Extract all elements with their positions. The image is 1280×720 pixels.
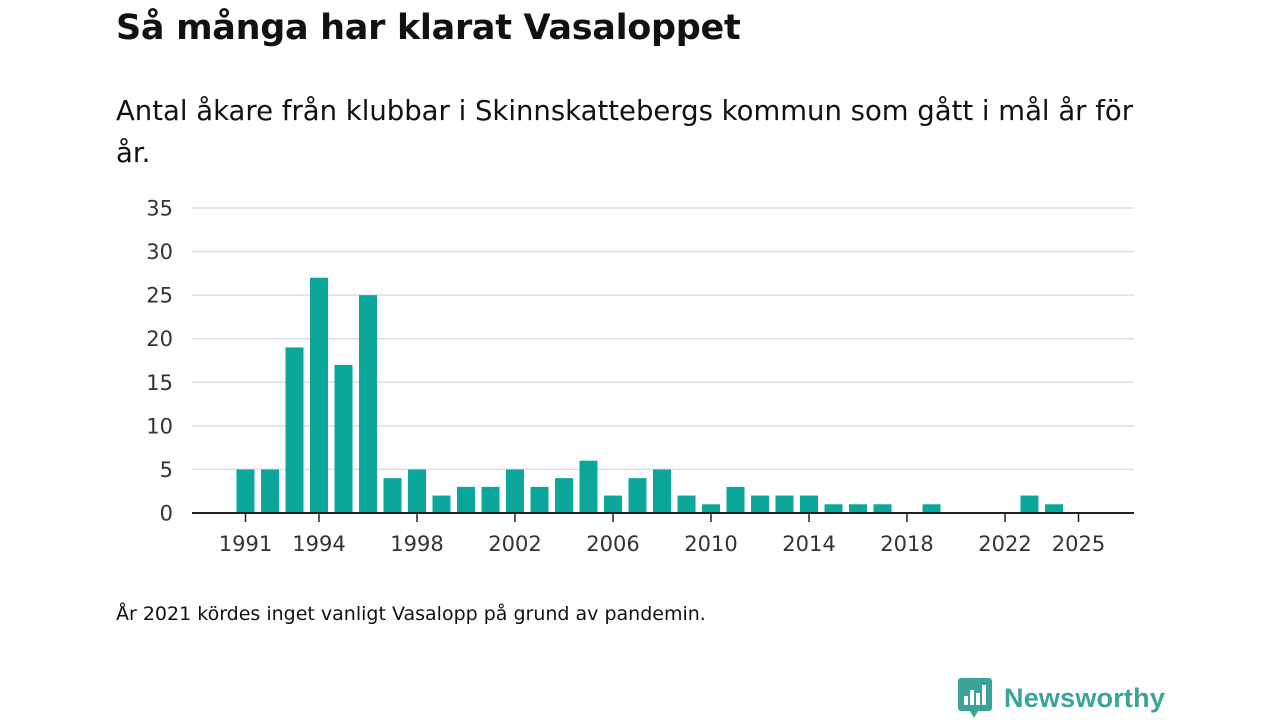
- x-tick-label-2014: 2014: [782, 532, 835, 556]
- bar-2006: [604, 495, 622, 513]
- chart-subtitle: Antal åkare från klubbar i Skinnskattebe…: [116, 95, 1134, 169]
- bar-1992: [261, 469, 279, 513]
- bar-1994: [310, 277, 328, 513]
- x-tick-label-1991: 1991: [219, 532, 272, 556]
- x-tick-label-2010: 2010: [684, 532, 737, 556]
- y-tick-label-35: 35: [146, 197, 173, 221]
- bar-2000: [457, 486, 475, 513]
- x-tick-label-2002: 2002: [488, 532, 541, 556]
- bar-1991: [236, 469, 255, 513]
- bar-1993: [285, 347, 304, 513]
- bar-2012: [751, 495, 769, 513]
- x-tick-label-1994: 1994: [292, 532, 345, 556]
- x-tick-label-1998: 1998: [390, 532, 443, 556]
- x-tick-label-2022: 2022: [978, 532, 1031, 556]
- bar-2007: [628, 478, 647, 513]
- bars: [236, 277, 1063, 513]
- bar-2013: [775, 495, 794, 513]
- y-tick-label-5: 5: [160, 458, 173, 482]
- x-tick-label-2006: 2006: [586, 532, 639, 556]
- bar-2014: [800, 495, 818, 513]
- bar-2002: [506, 469, 524, 513]
- gridlines: [192, 207, 1134, 471]
- y-tick-label-25: 25: [146, 284, 173, 308]
- bar-1998: [408, 469, 426, 513]
- x-axis: [192, 512, 1134, 522]
- x-tick-label-2025: 2025: [1052, 532, 1105, 556]
- y-tick-label-0: 0: [160, 502, 173, 526]
- bar-2016: [849, 504, 867, 513]
- bar-2019: [922, 504, 941, 513]
- bar-2010: [702, 504, 720, 513]
- y-tick-label-20: 20: [146, 327, 173, 351]
- bar-2005: [579, 460, 598, 513]
- brand-name: Newsworthy: [1004, 682, 1166, 713]
- bar-2023: [1020, 495, 1039, 513]
- bar-1999: [432, 495, 451, 513]
- chart-title: Så många har klarat Vasaloppet: [116, 8, 741, 48]
- bar-1997: [383, 478, 402, 513]
- bar-2008: [653, 469, 671, 513]
- y-tick-label-15: 15: [146, 371, 173, 395]
- bar-2017: [873, 504, 892, 513]
- bar-2011: [726, 486, 745, 513]
- bar-1996: [359, 295, 377, 513]
- bar-1995: [334, 364, 353, 513]
- bar-2009: [677, 495, 696, 513]
- bar-2003: [530, 486, 549, 513]
- bar-2024: [1045, 504, 1063, 513]
- newsworthy-logo: Newsworthy: [958, 678, 1165, 718]
- y-tick-label-10: 10: [146, 414, 173, 438]
- x-tick-label-2018: 2018: [880, 532, 933, 556]
- footnote: År 2021 kördes inget vanligt Vasalopp på…: [116, 603, 706, 625]
- bar-2015: [824, 504, 843, 513]
- newsworthy-logo-icon: [958, 678, 992, 718]
- y-tick-label-30: 30: [146, 240, 173, 264]
- bar-2001: [481, 486, 500, 513]
- bar-2004: [555, 478, 573, 513]
